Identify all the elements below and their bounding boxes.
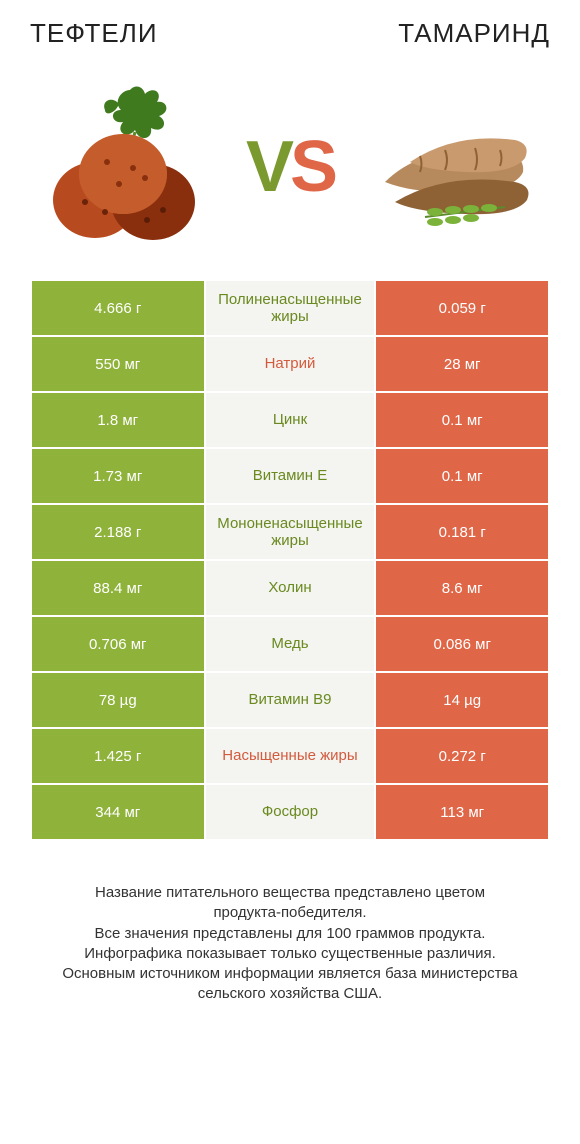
value-left: 1.73 мг: [31, 448, 205, 504]
value-right: 28 мг: [375, 336, 549, 392]
table-row: 1.73 мгВитамин E0.1 мг: [31, 448, 549, 504]
value-left: 550 мг: [31, 336, 205, 392]
value-right: 14 µg: [375, 672, 549, 728]
nutrient-label: Витамин E: [205, 448, 376, 504]
table-row: 1.8 мгЦинк0.1 мг: [31, 392, 549, 448]
value-left: 1.8 мг: [31, 392, 205, 448]
footer-line: Название питательного вещества представл…: [30, 883, 550, 903]
footer-line: Основным источником информации является …: [30, 964, 550, 984]
value-left: 2.188 г: [31, 504, 205, 560]
nutrient-label: Мононенасыщенные жиры: [205, 504, 376, 560]
value-right: 0.1 мг: [375, 448, 549, 504]
title-left: ТЕФТЕЛИ: [30, 18, 158, 49]
value-right: 0.272 г: [375, 728, 549, 784]
table-row: 4.666 гПолиненасыщенные жиры0.059 г: [31, 280, 549, 336]
value-left: 4.666 г: [31, 280, 205, 336]
nutrient-label: Полиненасыщенные жиры: [205, 280, 376, 336]
value-right: 0.1 мг: [375, 392, 549, 448]
nutrient-label: Натрий: [205, 336, 376, 392]
value-right: 0.181 г: [375, 504, 549, 560]
tamarind-icon: [385, 138, 529, 226]
table-row: 88.4 мгХолин8.6 мг: [31, 560, 549, 616]
tamarind-image: [360, 77, 550, 257]
table-row: 78 µgВитамин B914 µg: [31, 672, 549, 728]
vs-v: V: [246, 127, 290, 207]
table-row: 550 мгНатрий28 мг: [31, 336, 549, 392]
value-right: 8.6 мг: [375, 560, 549, 616]
footer-notes: Название питательного вещества представл…: [30, 883, 550, 1005]
vs-s: S: [290, 127, 334, 207]
meatballs-image: [30, 77, 220, 257]
title-right: ТАМАРИНД: [398, 18, 550, 49]
footer-line: Инфографика показывает только существенн…: [30, 944, 550, 964]
table-row: 0.706 мгМедь0.086 мг: [31, 616, 549, 672]
nutrient-label: Цинк: [205, 392, 376, 448]
value-right: 0.086 мг: [375, 616, 549, 672]
value-left: 78 µg: [31, 672, 205, 728]
meatballs-icon: [53, 134, 195, 240]
nutrient-label: Холин: [205, 560, 376, 616]
table-row: 344 мгФосфор113 мг: [31, 784, 549, 840]
value-left: 344 мг: [31, 784, 205, 840]
nutrient-table: 4.666 гПолиненасыщенные жиры0.059 г550 м…: [30, 279, 550, 841]
value-left: 1.425 г: [31, 728, 205, 784]
table-row: 2.188 гМононенасыщенные жиры0.181 г: [31, 504, 549, 560]
value-right: 0.059 г: [375, 280, 549, 336]
nutrient-label: Медь: [205, 616, 376, 672]
header-row: ТЕФТЕЛИ ТАМАРИНД: [30, 18, 550, 49]
vs-label: VS: [246, 126, 334, 208]
nutrient-label: Витамин B9: [205, 672, 376, 728]
value-left: 0.706 мг: [31, 616, 205, 672]
footer-line: сельского хозяйства США.: [30, 984, 550, 1004]
value-left: 88.4 мг: [31, 560, 205, 616]
illustration-row: VS: [30, 77, 550, 257]
table-row: 1.425 гНасыщенные жиры0.272 г: [31, 728, 549, 784]
footer-line: Все значения представлены для 100 граммо…: [30, 924, 550, 944]
nutrient-label: Фосфор: [205, 784, 376, 840]
nutrient-label: Насыщенные жиры: [205, 728, 376, 784]
value-right: 113 мг: [375, 784, 549, 840]
footer-line: продукта-победителя.: [30, 903, 550, 923]
